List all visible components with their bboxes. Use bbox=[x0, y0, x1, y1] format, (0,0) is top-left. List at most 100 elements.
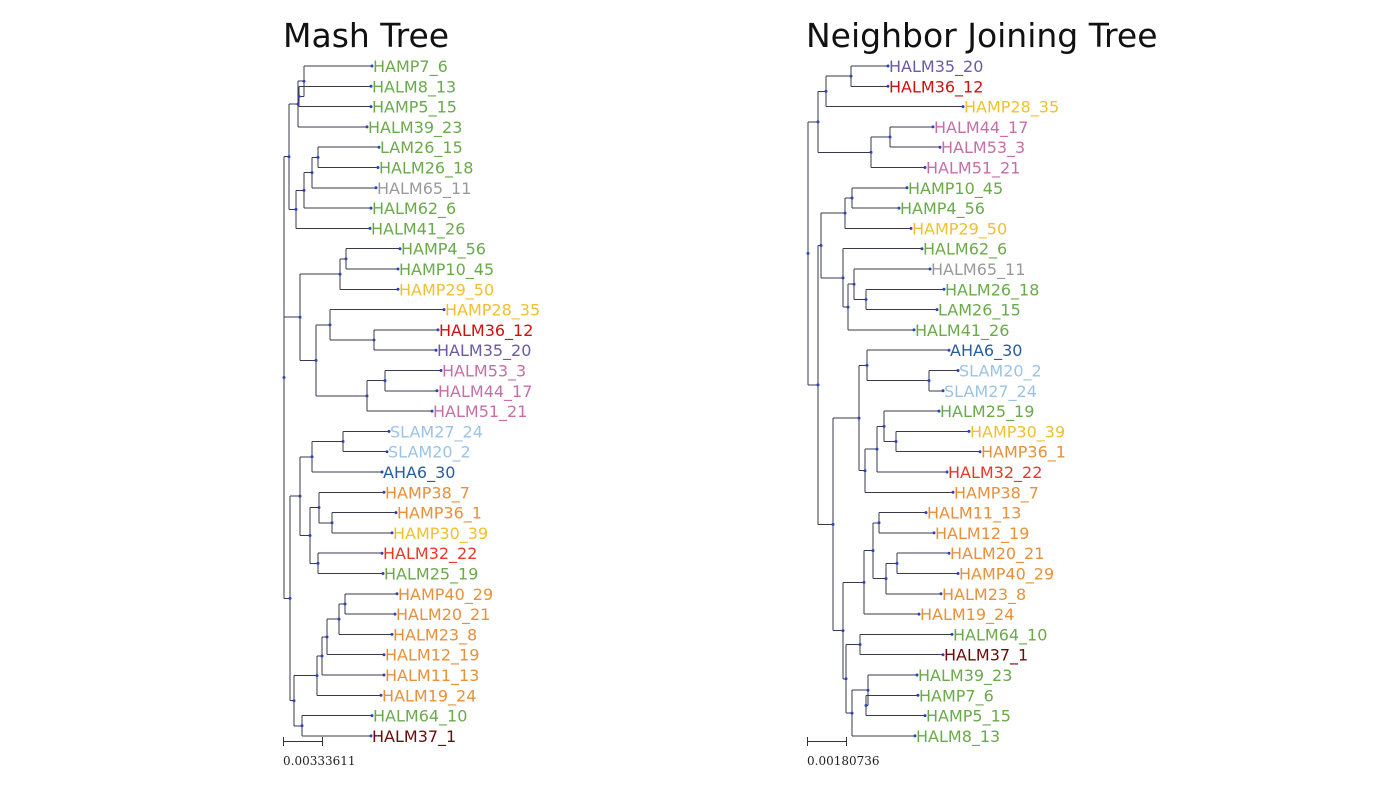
internal-node bbox=[852, 282, 856, 286]
leaf-label: HAMP29_50 bbox=[912, 219, 1007, 239]
internal-node bbox=[330, 521, 334, 525]
leaf-label: SLAM27_24 bbox=[944, 382, 1037, 402]
mash-tree-branches bbox=[282, 64, 446, 738]
leaf-label: HALM36_12 bbox=[439, 321, 533, 341]
leaf-node bbox=[369, 105, 373, 109]
leaf-node bbox=[937, 409, 941, 413]
leaf-node bbox=[928, 267, 932, 271]
internal-node bbox=[858, 643, 862, 647]
leaf-label: HAMP30_39 bbox=[393, 524, 488, 544]
leaf-node bbox=[917, 612, 921, 616]
internal-node bbox=[831, 522, 835, 526]
leaf-label: HALM11_13 bbox=[927, 504, 1021, 524]
leaf-label: HALM23_8 bbox=[393, 625, 477, 645]
leaf-node bbox=[945, 470, 949, 474]
leaf-node bbox=[912, 328, 916, 332]
leaf-node bbox=[924, 511, 928, 515]
leaf-node bbox=[442, 308, 446, 312]
internal-node bbox=[300, 724, 304, 728]
leaf-label: HALM19_24 bbox=[382, 686, 476, 706]
internal-node bbox=[288, 596, 292, 600]
leaf-label: HALM32_22 bbox=[948, 463, 1042, 483]
leaf-label: HALM12_19 bbox=[935, 524, 1029, 544]
internal-node bbox=[882, 424, 886, 428]
leaf-label: HAMP36_1 bbox=[397, 504, 482, 524]
leaf-node bbox=[932, 531, 936, 535]
leaf-node bbox=[368, 226, 372, 230]
internal-node bbox=[895, 561, 899, 565]
leaf-node bbox=[370, 64, 374, 68]
leaf-label: HAMP29_50 bbox=[399, 280, 494, 300]
leaf-label: HALM37_1 bbox=[944, 646, 1028, 666]
leaf-label: HAMP38_7 bbox=[954, 483, 1039, 503]
leaf-label: HAMP38_7 bbox=[385, 483, 470, 503]
internal-node bbox=[282, 376, 286, 380]
leaf-node bbox=[365, 125, 369, 129]
internal-node bbox=[341, 440, 345, 444]
leaf-node bbox=[436, 328, 440, 332]
leaf-label: HAMP30_39 bbox=[970, 422, 1065, 442]
leaf-label: HALM11_13 bbox=[385, 666, 479, 686]
leaf-label: HAMP5_15 bbox=[926, 707, 1011, 727]
leaf-label: HALM37_1 bbox=[372, 727, 456, 747]
leaf-label: HAMP28_35 bbox=[445, 301, 540, 321]
internal-node bbox=[302, 188, 306, 192]
internal-node bbox=[338, 272, 342, 276]
internal-node bbox=[383, 379, 387, 383]
leaf-node bbox=[377, 145, 381, 149]
leaf-label: HAMP10_45 bbox=[399, 260, 494, 280]
leaf-node bbox=[395, 592, 399, 596]
mash-tree-title: Mash Tree bbox=[283, 16, 449, 55]
internal-node bbox=[816, 120, 820, 124]
internal-node bbox=[850, 196, 854, 200]
leaf-label: HAMP10_45 bbox=[908, 179, 1003, 199]
mash-tree-leaf-labels: HAMP7_6HALM8_13HAMP5_15HALM39_23LAM26_15… bbox=[368, 57, 540, 747]
leaf-node bbox=[915, 673, 919, 677]
internal-node bbox=[816, 383, 820, 387]
internal-node bbox=[871, 549, 875, 553]
internal-node bbox=[298, 315, 302, 319]
leaf-label: HALM35_20 bbox=[889, 57, 983, 77]
nj-tree-branches bbox=[806, 64, 982, 738]
internal-node bbox=[316, 155, 320, 159]
internal-node bbox=[846, 305, 850, 309]
leaf-node bbox=[938, 145, 942, 149]
leaf-label: HALM39_23 bbox=[918, 666, 1012, 686]
leaf-node bbox=[941, 389, 945, 393]
internal-node bbox=[862, 580, 866, 584]
leaf-node bbox=[396, 267, 400, 271]
scale-bar bbox=[283, 737, 323, 746]
leaf-node bbox=[947, 551, 951, 555]
internal-node bbox=[927, 379, 931, 383]
leaf-label: HALM26_18 bbox=[379, 159, 473, 179]
internal-node bbox=[884, 577, 888, 581]
leaf-node bbox=[951, 490, 955, 494]
scale-label: 0.00180736 bbox=[807, 754, 880, 768]
internal-node bbox=[317, 506, 321, 510]
internal-node bbox=[320, 654, 324, 658]
leaf-label: LAM26_15 bbox=[380, 138, 463, 158]
scale-label: 0.00333611 bbox=[283, 754, 356, 768]
leaf-node bbox=[942, 287, 946, 291]
leaf-node bbox=[379, 693, 383, 697]
leaf-node bbox=[961, 105, 965, 109]
leaf-node bbox=[380, 551, 384, 555]
leaf-node bbox=[916, 693, 920, 697]
internal-node bbox=[308, 533, 312, 537]
leaf-node bbox=[381, 572, 385, 575]
neighbor-joining-tree-panel: Neighbor Joining Tree HALM35_20HALM36_12… bbox=[806, 16, 1158, 768]
internal-node bbox=[292, 699, 296, 703]
leaf-node bbox=[886, 84, 890, 88]
mash-tree-scale: 0.00333611 bbox=[283, 737, 356, 768]
leaf-label: HALM53_3 bbox=[442, 362, 526, 382]
leaf-node bbox=[387, 429, 391, 433]
internal-node bbox=[850, 711, 854, 715]
leaf-node bbox=[390, 632, 394, 636]
internal-node bbox=[302, 79, 306, 83]
leaf-node bbox=[978, 450, 982, 454]
leaf-node bbox=[941, 653, 945, 657]
internal-node bbox=[297, 94, 301, 98]
leaf-label: HAMP36_1 bbox=[981, 443, 1066, 463]
